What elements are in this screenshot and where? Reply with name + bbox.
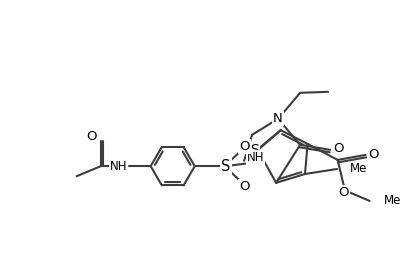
Text: NH: NH: [110, 160, 127, 173]
Text: O: O: [338, 186, 348, 199]
Text: O: O: [239, 180, 249, 193]
Text: O: O: [332, 142, 342, 155]
Text: NH: NH: [246, 151, 264, 164]
Text: O: O: [367, 149, 378, 162]
Text: Me: Me: [349, 163, 367, 176]
Text: Me: Me: [383, 194, 400, 207]
Text: S: S: [221, 159, 230, 174]
Text: O: O: [239, 140, 249, 153]
Text: S: S: [250, 143, 259, 157]
Text: O: O: [86, 130, 97, 143]
Text: N: N: [273, 112, 282, 125]
